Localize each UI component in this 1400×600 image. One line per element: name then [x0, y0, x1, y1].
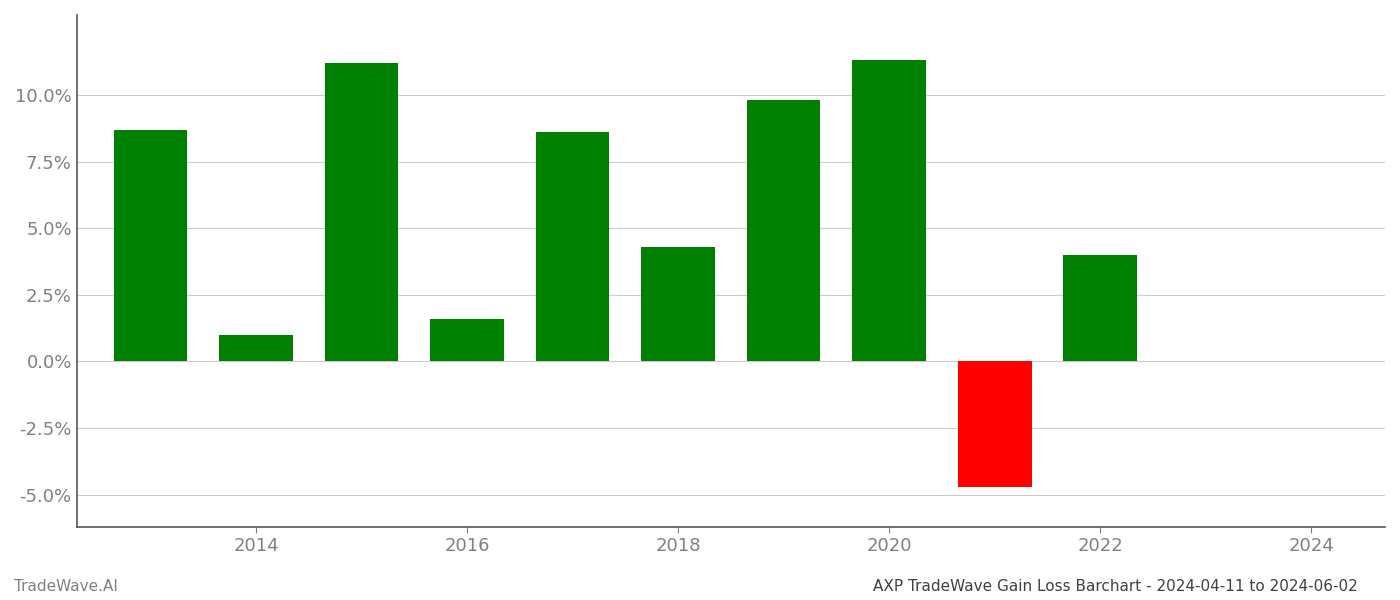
Bar [641, 247, 715, 361]
Bar [113, 130, 188, 361]
Bar [430, 319, 504, 361]
Bar [746, 100, 820, 361]
Bar [958, 361, 1032, 487]
Bar [325, 63, 399, 361]
Bar [218, 335, 293, 361]
Bar [1063, 255, 1137, 361]
Text: AXP TradeWave Gain Loss Barchart - 2024-04-11 to 2024-06-02: AXP TradeWave Gain Loss Barchart - 2024-… [874, 579, 1358, 594]
Bar [853, 60, 925, 361]
Bar [536, 132, 609, 361]
Text: TradeWave.AI: TradeWave.AI [14, 579, 118, 594]
